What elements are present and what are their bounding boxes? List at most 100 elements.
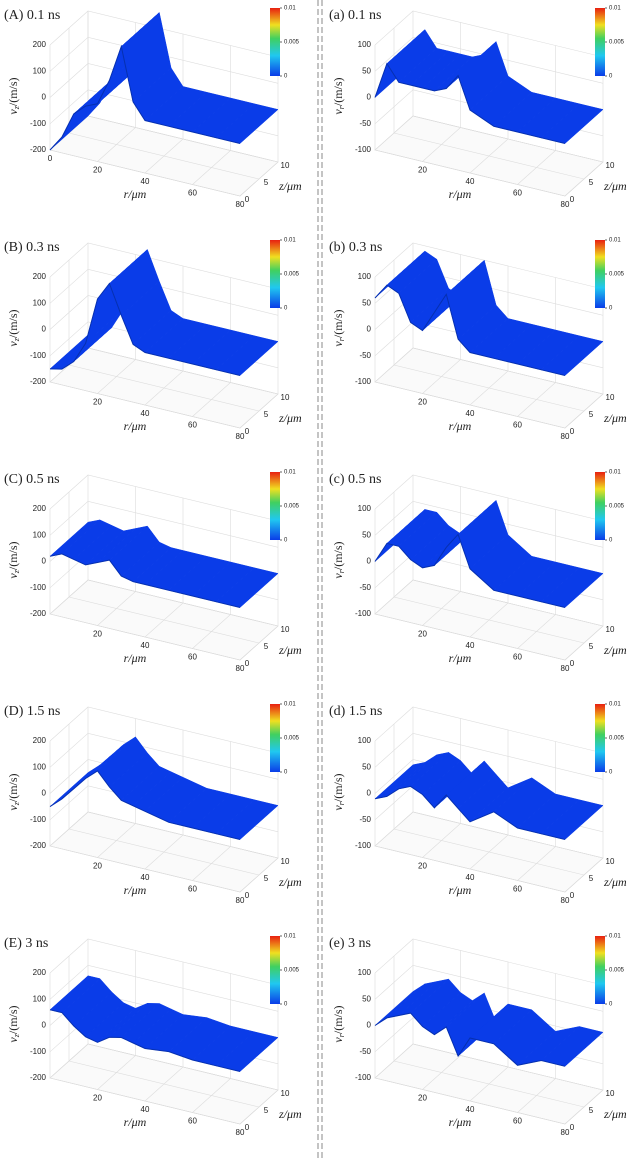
z-tick-label: 10 <box>281 857 290 866</box>
z-tick-label: 0 <box>245 659 250 668</box>
y-axis-label-unit: /(m/s) <box>331 309 345 338</box>
z-tick-label: 10 <box>606 161 615 170</box>
z-axis-label: z/μm <box>278 875 302 889</box>
colorbar-tick-label: 0.005 <box>284 272 300 278</box>
colorbar <box>595 472 605 540</box>
y-axis-label-subscript: z <box>12 569 21 574</box>
y-axis-label: vr/(m/s) <box>331 309 346 346</box>
colorbar-tick-label: 0.005 <box>284 968 300 974</box>
x-tick-label: 80 <box>561 432 570 441</box>
x-tick-label: 60 <box>188 1117 197 1126</box>
z-tick-label: 10 <box>281 625 290 634</box>
z-tick-label: 5 <box>264 1106 269 1115</box>
grid-line <box>49 706 279 754</box>
z-tick-label: 5 <box>589 410 594 419</box>
x-tick-label: 20 <box>93 166 102 175</box>
y-axis-label-unit: /(m/s) <box>331 773 345 802</box>
colorbar-tick-label: 0 <box>609 306 613 312</box>
panel-title: (A) 0.1 ns <box>4 8 60 23</box>
y-axis-label-symbol: v <box>331 341 345 347</box>
grid-line <box>49 36 279 84</box>
x-axis-label: r/μm <box>124 419 147 433</box>
colorbar-tick-label: 0.005 <box>284 736 300 742</box>
grid-line <box>374 347 604 395</box>
y-axis-label-unit: /(m/s) <box>6 773 20 802</box>
grid-line <box>49 474 279 522</box>
x-tick-label: 60 <box>188 653 197 662</box>
grid-line <box>49 268 279 316</box>
y-tick-label: 0 <box>42 325 47 334</box>
x-tick-label: 80 <box>561 896 570 905</box>
surface-front-edge <box>374 284 566 376</box>
x-tick-label: 80 <box>561 1128 570 1137</box>
y-tick-label: -100 <box>30 583 47 592</box>
y-tick-label: 50 <box>362 762 371 771</box>
y-tick-label: -50 <box>359 583 371 592</box>
y-axis-label: vz/(m/s) <box>6 1005 21 1042</box>
x-tick-label: 80 <box>236 896 245 905</box>
y-tick-label: -50 <box>359 351 371 360</box>
x-axis-label: r/μm <box>449 1115 472 1129</box>
x-tick-label: 40 <box>141 641 150 650</box>
z-tick-label: 10 <box>606 1089 615 1098</box>
y-axis-label-unit: /(m/s) <box>6 1005 20 1034</box>
panel-title: (c) 0.5 ns <box>329 472 382 487</box>
x-tick-label: 60 <box>513 653 522 662</box>
colorbar-tick-label: 0.01 <box>609 470 621 476</box>
colorbar-tick-label: 0.01 <box>284 934 296 940</box>
x-tick-label: 20 <box>93 862 102 871</box>
colorbar-tick-label: 0.01 <box>284 702 296 708</box>
y-tick-label: 0 <box>367 325 372 334</box>
grid-line <box>374 474 604 522</box>
grid-line <box>374 811 604 859</box>
y-tick-label: 100 <box>33 298 47 307</box>
y-tick-label: 100 <box>33 66 47 75</box>
y-axis-label-symbol: v <box>331 573 345 579</box>
x-tick-label: 40 <box>466 177 475 186</box>
colorbar-tick-label: 0.01 <box>609 934 621 940</box>
x-tick-label: 40 <box>466 641 475 650</box>
y-axis-label-subscript: z <box>12 801 21 806</box>
y-axis-label: vr/(m/s) <box>331 541 346 578</box>
grid-line <box>374 115 604 163</box>
y-tick-label: 0 <box>42 557 47 566</box>
x-tick-label: 80 <box>236 432 245 441</box>
z-tick-label: 5 <box>589 642 594 651</box>
y-tick-label: 100 <box>358 272 372 281</box>
x-tick-label: 40 <box>141 409 150 418</box>
x-tick-label: 40 <box>141 873 150 882</box>
z-axis-label: z/μm <box>278 1107 302 1121</box>
colorbar-tick-label: 0 <box>284 1002 288 1008</box>
colorbar <box>595 936 605 1004</box>
x-tick-label: 20 <box>418 630 427 639</box>
y-tick-label: -200 <box>30 145 47 154</box>
x-tick-label: 20 <box>418 1094 427 1103</box>
y-axis-label-symbol: v <box>6 341 20 347</box>
z-tick-label: 5 <box>264 410 269 419</box>
grid-line <box>374 10 604 58</box>
y-axis-label-subscript: r <box>337 801 346 805</box>
x-tick-label: 80 <box>561 200 570 209</box>
y-tick-label: 50 <box>362 66 371 75</box>
y-axis-label-subscript: r <box>337 569 346 573</box>
y-axis-label-symbol: v <box>6 1037 20 1043</box>
y-axis-label-symbol: v <box>331 1037 345 1043</box>
grid-line <box>374 36 604 84</box>
x-tick-label: 60 <box>513 1117 522 1126</box>
x-tick-label: 20 <box>93 1094 102 1103</box>
colorbar-tick-label: 0.005 <box>284 504 300 510</box>
z-axis-label: z/μm <box>603 411 627 425</box>
x-tick-label: 60 <box>188 885 197 894</box>
panel-title: (d) 1.5 ns <box>329 704 382 719</box>
y-axis-label-unit: /(m/s) <box>331 541 345 570</box>
x-tick-label: 0 <box>48 154 53 163</box>
y-tick-label: 0 <box>42 1021 47 1030</box>
panel: 2040608005102001000-100-2000.010.0050(C)… <box>4 470 302 674</box>
panel-title: (B) 0.3 ns <box>4 240 60 255</box>
y-tick-label: -100 <box>30 1047 47 1056</box>
grid-line <box>49 242 279 290</box>
y-tick-label: -50 <box>359 119 371 128</box>
z-tick-label: 5 <box>264 642 269 651</box>
